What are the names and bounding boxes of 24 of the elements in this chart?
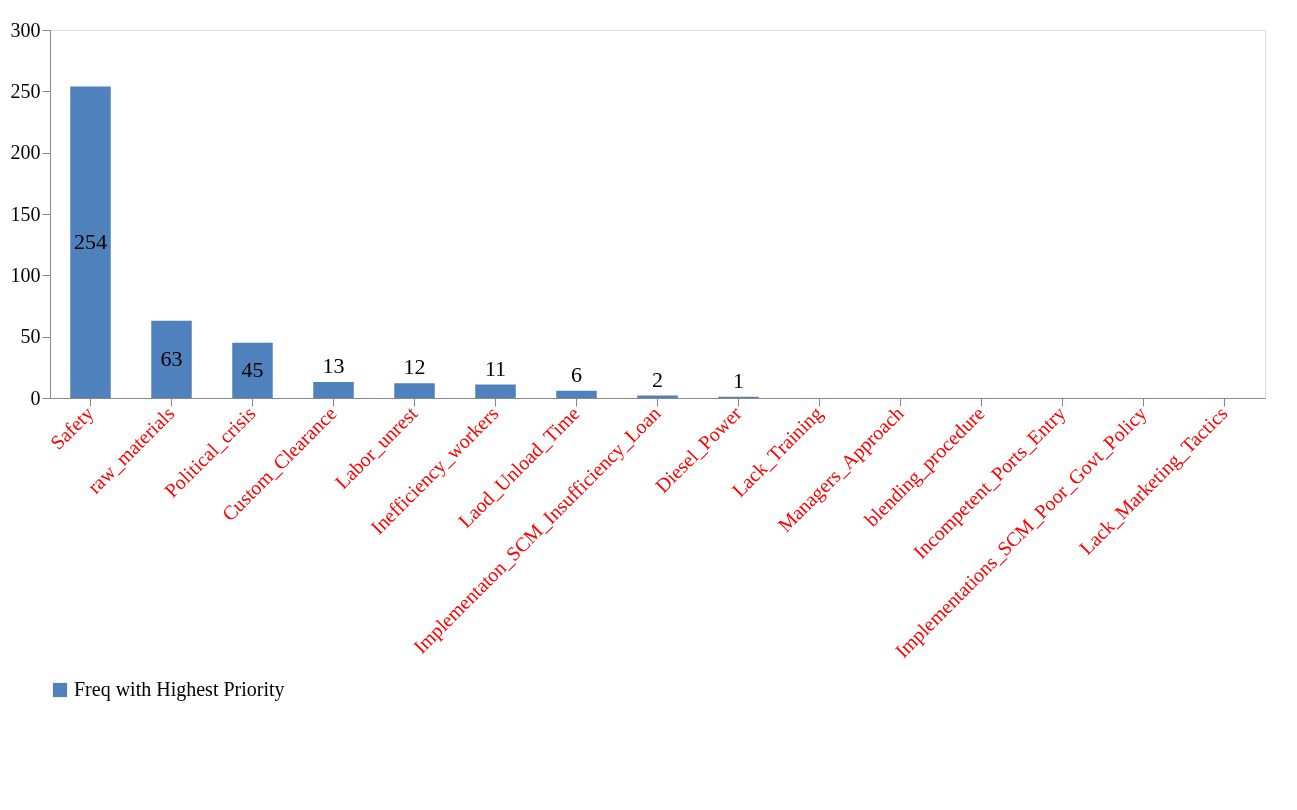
y-tick-label: 0 bbox=[30, 386, 41, 409]
bar bbox=[70, 86, 111, 398]
bar bbox=[475, 384, 516, 398]
data-label: 2 bbox=[652, 366, 663, 392]
bar bbox=[394, 383, 435, 398]
bar bbox=[556, 390, 597, 398]
y-tick-label: 250 bbox=[10, 79, 41, 102]
data-label: 11 bbox=[484, 355, 507, 381]
y-tick-label: 100 bbox=[10, 263, 41, 286]
data-label: 1 bbox=[733, 367, 744, 393]
bar bbox=[151, 320, 192, 398]
y-tick-label: 150 bbox=[10, 202, 41, 225]
y-tick-label: 300 bbox=[10, 18, 41, 41]
data-label: 63 bbox=[160, 346, 183, 372]
y-tick-label: 200 bbox=[10, 141, 41, 164]
data-label: 45 bbox=[241, 357, 264, 383]
bar bbox=[313, 382, 354, 398]
legend-label: Freq with Highest Priority bbox=[74, 678, 285, 701]
bar bbox=[232, 342, 273, 398]
y-tick-label: 50 bbox=[20, 325, 41, 348]
data-label: 254 bbox=[74, 229, 107, 255]
data-label: 13 bbox=[322, 353, 345, 379]
data-label: 12 bbox=[403, 354, 426, 380]
data-label: 6 bbox=[571, 361, 582, 387]
